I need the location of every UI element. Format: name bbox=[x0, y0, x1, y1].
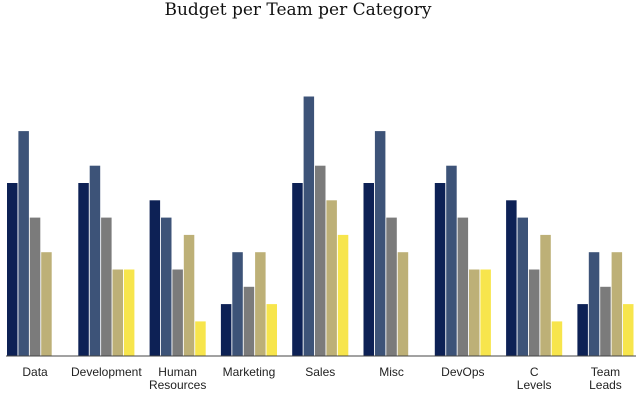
bar bbox=[315, 165, 326, 356]
bar bbox=[266, 304, 277, 356]
bar bbox=[623, 304, 634, 356]
bar bbox=[374, 131, 386, 356]
bar bbox=[457, 217, 469, 356]
bar bbox=[528, 269, 540, 356]
bar bbox=[326, 200, 337, 356]
bar bbox=[363, 183, 374, 356]
bar bbox=[255, 252, 266, 356]
bar bbox=[101, 217, 112, 356]
x-tick-label: Misc bbox=[379, 365, 404, 379]
x-tick-label: Sales bbox=[305, 365, 335, 379]
bar bbox=[397, 252, 409, 356]
bar bbox=[517, 217, 528, 356]
bar bbox=[600, 286, 611, 356]
bar bbox=[195, 321, 206, 356]
bar bbox=[29, 217, 41, 356]
bar bbox=[303, 96, 315, 356]
bar bbox=[577, 304, 588, 356]
bar bbox=[434, 183, 446, 356]
bar bbox=[446, 165, 457, 356]
x-tick-label: Marketing bbox=[223, 365, 276, 379]
bar bbox=[183, 234, 195, 356]
bar bbox=[243, 286, 255, 356]
bar bbox=[161, 217, 172, 356]
bar bbox=[611, 252, 623, 356]
bar bbox=[292, 183, 303, 356]
x-tick-label: C Levels bbox=[517, 365, 552, 392]
bar bbox=[551, 321, 563, 356]
x-tick-labels: Data Development Human Resources Marketing Sa… bbox=[22, 365, 621, 392]
chart-title: Budget per Team per Category bbox=[164, 0, 432, 20]
x-tick-label: Data bbox=[22, 365, 48, 379]
bar bbox=[386, 217, 397, 356]
bar bbox=[78, 183, 89, 356]
bar bbox=[540, 234, 551, 356]
bar bbox=[480, 269, 491, 356]
bar bbox=[112, 269, 123, 356]
bar bbox=[7, 183, 18, 356]
x-tick-label: Team Leads bbox=[589, 365, 622, 392]
x-tick-label: Development bbox=[71, 365, 142, 379]
bar bbox=[123, 269, 135, 356]
bar bbox=[588, 252, 600, 356]
bar bbox=[149, 200, 161, 356]
bar bbox=[18, 131, 29, 356]
x-tick-label: Human Resources bbox=[149, 365, 206, 392]
bar bbox=[469, 269, 480, 356]
bar bbox=[41, 252, 52, 356]
bar bbox=[89, 165, 101, 356]
x-tick-label: DevOps bbox=[441, 365, 484, 379]
bar bbox=[220, 304, 232, 356]
bars-group bbox=[7, 96, 634, 356]
bar bbox=[337, 234, 349, 356]
bar bbox=[172, 269, 183, 356]
bar bbox=[506, 200, 517, 356]
bar bbox=[232, 252, 243, 356]
